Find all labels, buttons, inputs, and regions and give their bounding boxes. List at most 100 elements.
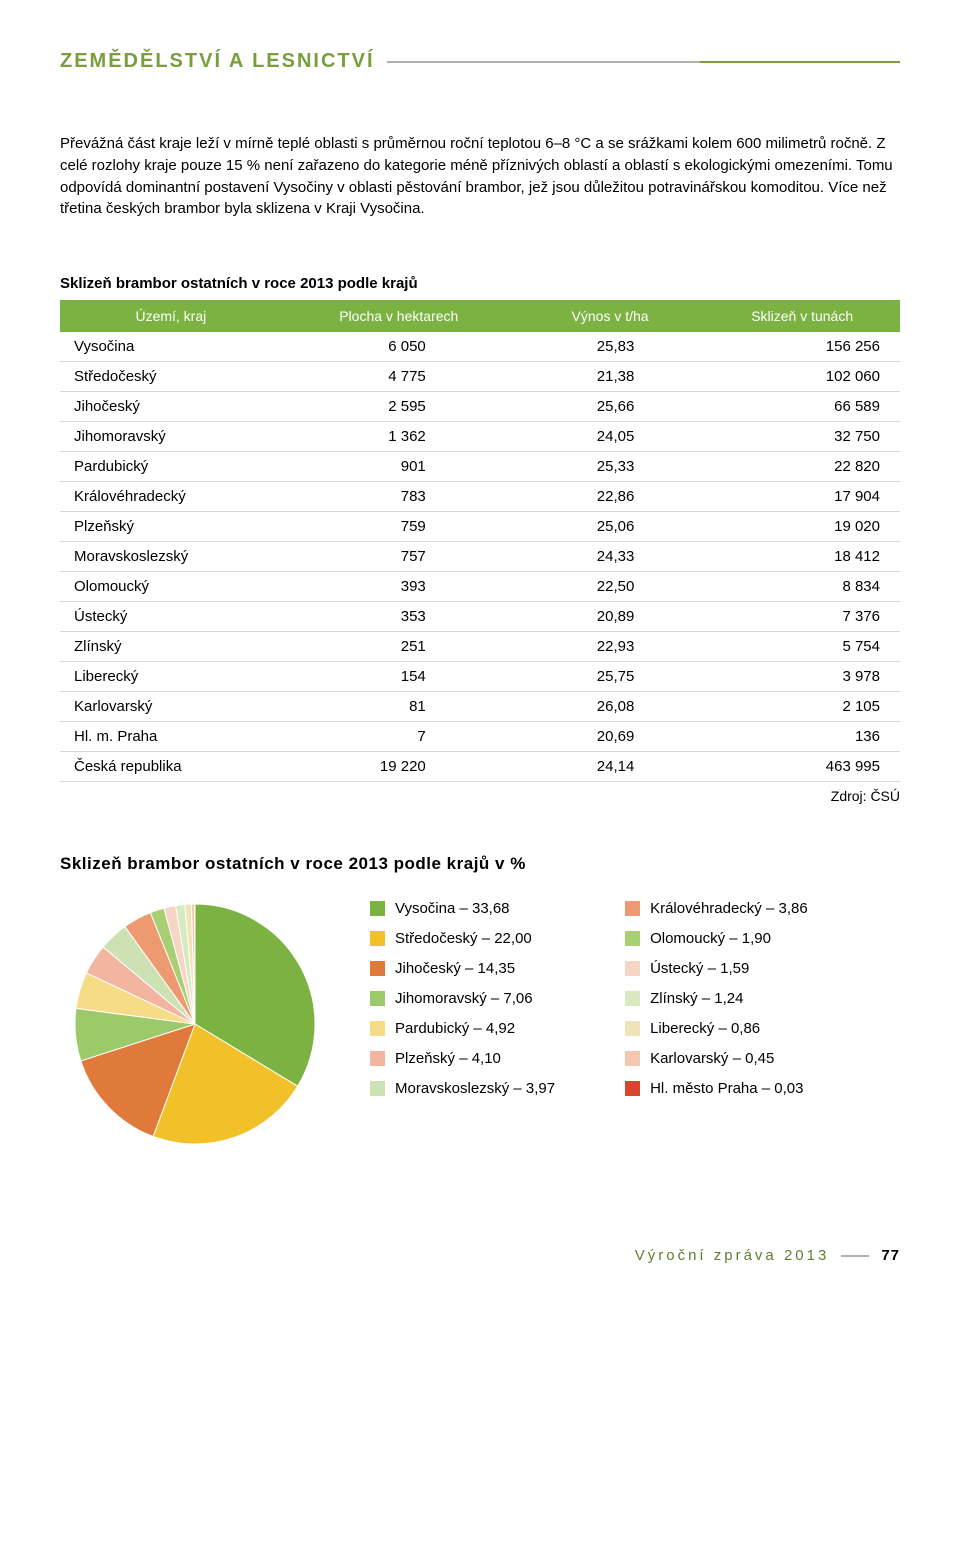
legend-label: Karlovarský – 0,45 xyxy=(650,1050,774,1067)
table-col-header: Sklizeň v tunách xyxy=(704,300,900,332)
table-cell: 20,69 xyxy=(516,722,705,752)
legend-swatch xyxy=(625,991,640,1006)
table-body: Vysočina6 05025,83156 256Středočeský4 77… xyxy=(60,332,900,782)
table-cell: Liberecký xyxy=(60,662,282,692)
table-cell: 757 xyxy=(282,542,516,572)
legend-item: Ústecký – 1,59 xyxy=(625,960,808,977)
table-row: Plzeňský75925,0619 020 xyxy=(60,512,900,542)
table-cell: Olomoucký xyxy=(60,572,282,602)
legend-label: Středočeský – 22,00 xyxy=(395,930,532,947)
table-cell: 22,50 xyxy=(516,572,705,602)
legend-label: Pardubický – 4,92 xyxy=(395,1020,515,1037)
table-total-row: Česká republika19 22024,14463 995 xyxy=(60,752,900,782)
table-cell: 353 xyxy=(282,602,516,632)
legend-label: Plzeňský – 4,10 xyxy=(395,1050,501,1067)
legend-item: Liberecký – 0,86 xyxy=(625,1020,808,1037)
table-row: Středočeský4 77521,38102 060 xyxy=(60,362,900,392)
table-row: Karlovarský8126,082 105 xyxy=(60,692,900,722)
legend-label: Jihomoravský – 7,06 xyxy=(395,990,533,1007)
table-cell: 22,86 xyxy=(516,482,705,512)
chart-title: Sklizeň brambor ostatních v roce 2013 po… xyxy=(60,854,900,874)
table-cell: 393 xyxy=(282,572,516,602)
table-cell: 7 376 xyxy=(704,602,900,632)
table-cell: 6 050 xyxy=(282,332,516,362)
table-cell: 20,89 xyxy=(516,602,705,632)
table-cell: 24,14 xyxy=(516,752,705,782)
table-cell: Česká republika xyxy=(60,752,282,782)
table-cell: 2 595 xyxy=(282,392,516,422)
legend-label: Vysočina – 33,68 xyxy=(395,900,510,917)
table-cell: 66 589 xyxy=(704,392,900,422)
footer-separator xyxy=(841,1255,869,1257)
legend-item: Středočeský – 22,00 xyxy=(370,930,555,947)
table-cell: 32 750 xyxy=(704,422,900,452)
table-cell: Zlínský xyxy=(60,632,282,662)
table-title: Sklizeň brambor ostatních v roce 2013 po… xyxy=(60,275,900,292)
legend-swatch xyxy=(625,1051,640,1066)
legend-item: Plzeňský – 4,10 xyxy=(370,1050,555,1067)
legend-swatch xyxy=(625,1081,640,1096)
table-col-header: Plocha v hektarech xyxy=(282,300,516,332)
footer-report-name: Výroční zpráva 2013 xyxy=(635,1247,830,1264)
table-cell: Středočeský xyxy=(60,362,282,392)
table-source: Zdroj: ČSÚ xyxy=(60,788,900,804)
table-cell: 21,38 xyxy=(516,362,705,392)
table-cell: 18 412 xyxy=(704,542,900,572)
table-cell: Plzeňský xyxy=(60,512,282,542)
legend-item: Olomoucký – 1,90 xyxy=(625,930,808,947)
table-cell: 463 995 xyxy=(704,752,900,782)
legend-swatch xyxy=(370,931,385,946)
table-cell: 4 775 xyxy=(282,362,516,392)
table-cell: 783 xyxy=(282,482,516,512)
legend-item: Hl. město Praha – 0,03 xyxy=(625,1080,808,1097)
table-header-row: Území, krajPlocha v hektarechVýnos v t/h… xyxy=(60,300,900,332)
legend-swatch xyxy=(625,1021,640,1036)
table-cell: Moravskoslezský xyxy=(60,542,282,572)
legend-swatch xyxy=(370,1021,385,1036)
table-cell: 26,08 xyxy=(516,692,705,722)
legend-swatch xyxy=(370,991,385,1006)
table-cell: 25,83 xyxy=(516,332,705,362)
page-number: 77 xyxy=(881,1247,900,1264)
table-col-header: Výnos v t/ha xyxy=(516,300,705,332)
intro-paragraph: Převážná část kraje leží v mírně teplé o… xyxy=(60,133,900,220)
table-cell: Pardubický xyxy=(60,452,282,482)
section-title: ZEMĚDĚLSTVÍ A LESNICTVÍ xyxy=(60,50,375,73)
table-row: Moravskoslezský75724,3318 412 xyxy=(60,542,900,572)
legend-item: Vysočina – 33,68 xyxy=(370,900,555,917)
table-cell: 8 834 xyxy=(704,572,900,602)
legend-swatch xyxy=(370,901,385,916)
table-cell: 136 xyxy=(704,722,900,752)
table-cell: 5 754 xyxy=(704,632,900,662)
table-cell: 2 105 xyxy=(704,692,900,722)
legend-label: Hl. město Praha – 0,03 xyxy=(650,1080,803,1097)
table-cell: 22,93 xyxy=(516,632,705,662)
table-cell: 19 020 xyxy=(704,512,900,542)
table-cell: Jihočeský xyxy=(60,392,282,422)
table-row: Hl. m. Praha720,69136 xyxy=(60,722,900,752)
table-row: Zlínský25122,935 754 xyxy=(60,632,900,662)
table-cell: 25,66 xyxy=(516,392,705,422)
table-cell: 7 xyxy=(282,722,516,752)
table-row: Liberecký15425,753 978 xyxy=(60,662,900,692)
legend-item: Moravskoslezský – 3,97 xyxy=(370,1080,555,1097)
legend-item: Jihočeský – 14,35 xyxy=(370,960,555,977)
table-col-header: Území, kraj xyxy=(60,300,282,332)
table-cell: 3 978 xyxy=(704,662,900,692)
table-cell: Vysočina xyxy=(60,332,282,362)
table-cell: Královéhradecký xyxy=(60,482,282,512)
table-cell: Jihomoravský xyxy=(60,422,282,452)
table-cell: 156 256 xyxy=(704,332,900,362)
table-cell: 901 xyxy=(282,452,516,482)
table-row: Královéhradecký78322,8617 904 xyxy=(60,482,900,512)
legend-label: Zlínský – 1,24 xyxy=(650,990,743,1007)
legend-label: Královéhradecký – 3,86 xyxy=(650,900,808,917)
legend-swatch xyxy=(625,931,640,946)
legend-label: Jihočeský – 14,35 xyxy=(395,960,515,977)
chart-legend: Vysočina – 33,68 Středočeský – 22,00 Jihoč… xyxy=(370,894,808,1157)
legend-label: Olomoucký – 1,90 xyxy=(650,930,771,947)
legend-swatch xyxy=(625,901,640,916)
table-cell: 102 060 xyxy=(704,362,900,392)
table-cell: 81 xyxy=(282,692,516,722)
legend-item: Zlínský – 1,24 xyxy=(625,990,808,1007)
